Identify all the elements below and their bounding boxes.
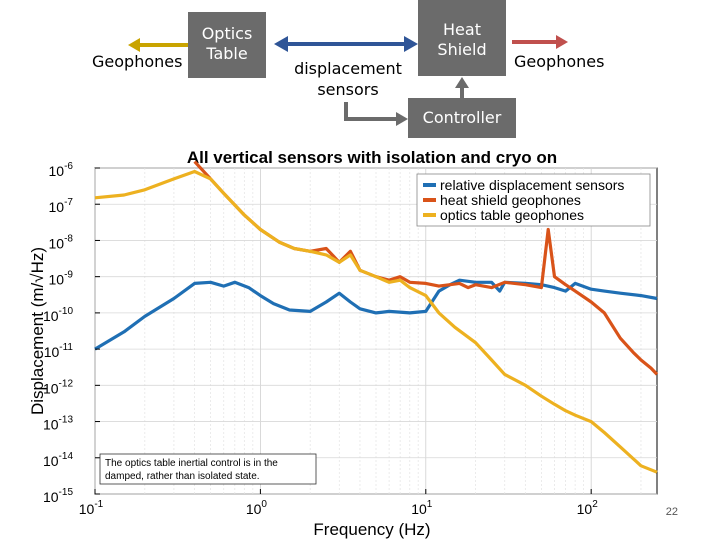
optics-table-label-line1: Optics	[201, 24, 253, 43]
controller-up-arrow	[455, 77, 469, 98]
double-arrow	[274, 36, 418, 52]
legend-label-3: optics table geophones	[440, 207, 584, 223]
x-tick-label: 101	[411, 499, 433, 517]
x-tick-label: 100	[246, 499, 268, 517]
y-tick-label: 10-7	[49, 197, 74, 215]
y-tick-label: 10-9	[49, 270, 74, 288]
y-tick-label: 10-6	[49, 161, 74, 179]
left-arrow	[128, 38, 188, 52]
chart-title: All vertical sensors with isolation and …	[187, 148, 557, 167]
displacement-sensors-label-line2: sensors	[317, 80, 379, 99]
y-tick-label: 10-13	[43, 415, 73, 433]
displacement-sensors-label-line1: displacement	[294, 59, 402, 78]
x-tick-label: 102	[577, 499, 599, 517]
heat-shield-label-line2: Shield	[437, 40, 487, 59]
y-tick-label: 10-11	[44, 342, 74, 360]
slide-number: 22	[665, 506, 678, 518]
annotation-box: The optics table inertial control is in …	[99, 453, 317, 485]
optics-table-box: Optics Table	[188, 12, 266, 78]
controller-box: Controller	[408, 98, 516, 138]
annotation-line2: damped, rather than isolated state.	[105, 471, 260, 482]
y-tick-label: 10-8	[49, 233, 74, 251]
legend-label-1: relative displacement sensors	[440, 177, 624, 193]
x-axis-label: Frequency (Hz)	[313, 520, 430, 539]
x-tick-label: 10-1	[79, 499, 104, 517]
controller-label: Controller	[422, 108, 502, 127]
optics-table-label-line2: Table	[206, 44, 248, 63]
annotation-line1: The optics table inertial control is in …	[105, 458, 278, 469]
heat-shield-label-line1: Heat	[443, 20, 481, 39]
series-lines	[94, 160, 659, 474]
series-line-3	[94, 169, 658, 474]
legend-label-2: heat shield geophones	[440, 192, 581, 208]
tick-labels: 10-1 100 101 102 10-6 10-7 10-8 10-9 10-10 10-11 1…	[43, 161, 598, 517]
sensors-to-controller-arrow	[344, 102, 408, 126]
y-tick-label: 10-10	[43, 306, 73, 324]
series-line-1	[94, 278, 658, 351]
diagram-arrows	[128, 35, 568, 126]
displacement-sensors-label: displacement sensors	[292, 58, 404, 100]
y-tick-label: 10-15	[43, 487, 73, 505]
y-axis-label: Displacement (m/√Hz)	[28, 247, 47, 415]
y-tick-label: 10-12	[43, 378, 73, 396]
heat-shield-box: Heat Shield	[418, 0, 506, 76]
right-arrow	[512, 35, 568, 49]
right-geophones-label: Geophones	[514, 52, 605, 71]
y-tick-label: 10-14	[43, 451, 73, 469]
left-geophones-label: Geophones	[92, 52, 183, 71]
